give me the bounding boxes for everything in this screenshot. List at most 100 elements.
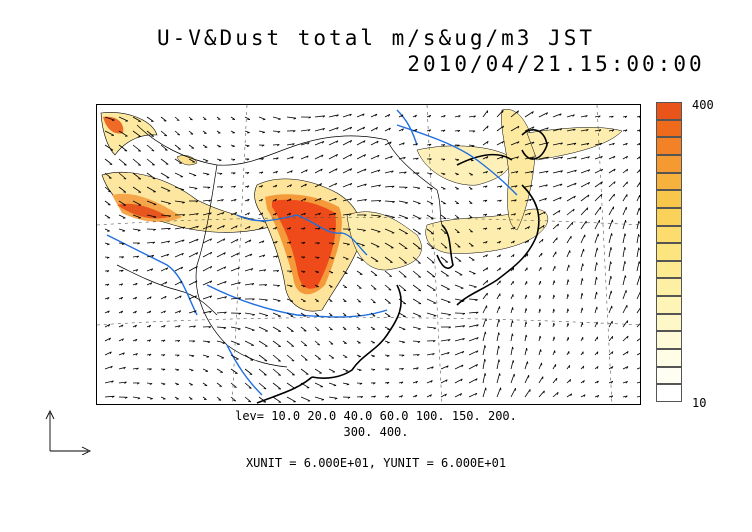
wind-vector-head xyxy=(582,365,585,369)
wind-vector xyxy=(524,389,531,398)
wind-vector xyxy=(468,298,478,301)
wind-vector-head xyxy=(378,184,381,187)
wind-vector xyxy=(202,251,212,258)
wind-vector xyxy=(174,144,181,150)
wind-vector xyxy=(426,256,435,264)
wind-vector xyxy=(272,326,281,332)
coastlines xyxy=(256,129,548,404)
wind-vector xyxy=(608,261,611,272)
wind-vector xyxy=(566,250,571,258)
wind-vector xyxy=(244,382,252,389)
wind-vector-head xyxy=(475,311,479,314)
wind-vector xyxy=(300,129,311,132)
wind-vector-head xyxy=(539,308,541,312)
wind-vector xyxy=(454,378,463,384)
wind-vector-head xyxy=(264,284,268,287)
wind-vector-head xyxy=(209,310,212,314)
wind-vector xyxy=(552,113,562,118)
wind-vector xyxy=(342,368,349,372)
wind-vector xyxy=(314,354,321,360)
wind-vector xyxy=(300,298,306,302)
wind-vector xyxy=(468,350,479,356)
wind-vector xyxy=(636,181,640,188)
wind-vector-head xyxy=(389,141,392,145)
wind-vector-head xyxy=(469,216,473,219)
wind-vector xyxy=(342,183,353,188)
river-south xyxy=(226,344,263,396)
wind-vector-head xyxy=(600,168,604,172)
wind-vector-head xyxy=(571,222,574,225)
wind-vector-head xyxy=(513,227,516,230)
wind-vector xyxy=(202,172,210,175)
wind-vector-head xyxy=(486,141,489,144)
wind-vector xyxy=(426,312,437,317)
wind-vector-head xyxy=(567,322,569,326)
wind-vector-head xyxy=(405,202,408,204)
wind-vector-head xyxy=(433,327,437,330)
wind-vector-head xyxy=(121,338,124,341)
wind-vector xyxy=(636,367,640,370)
wind-vector-head xyxy=(136,367,139,370)
wind-vector xyxy=(272,144,280,146)
wind-vector xyxy=(202,295,212,300)
border-line xyxy=(136,124,388,166)
wind-vector-head xyxy=(164,149,168,151)
wind-vector xyxy=(496,306,500,314)
wind-vector-head xyxy=(292,130,296,133)
wind-vector-head xyxy=(209,212,212,215)
wind-vector-head xyxy=(123,366,126,370)
wind-vector-head xyxy=(164,295,167,299)
wind-vector-head xyxy=(162,354,166,357)
wind-vector xyxy=(496,359,500,370)
wind-vector-head xyxy=(456,159,460,161)
wind-vector-head xyxy=(275,241,278,244)
wind-vector-head xyxy=(122,352,125,355)
wind-vector-head xyxy=(581,307,584,311)
wind-vector xyxy=(216,354,225,359)
wind-vector xyxy=(356,256,364,261)
wind-vectors xyxy=(104,110,640,403)
wind-vector-head xyxy=(513,213,516,216)
wind-vector-head xyxy=(567,279,570,283)
wind-vector xyxy=(622,261,626,272)
wind-vector-head xyxy=(559,196,562,200)
wind-vector xyxy=(636,338,640,342)
wind-vector xyxy=(482,110,489,118)
wind-vector-head xyxy=(261,226,264,230)
wind-vector-head xyxy=(148,325,152,328)
wind-vector-head xyxy=(599,143,603,146)
wind-vector-head xyxy=(502,125,504,129)
wind-vector-head xyxy=(350,153,353,157)
wind-vector xyxy=(608,276,612,286)
wind-vector-head xyxy=(331,257,334,260)
wind-vector-head xyxy=(149,310,152,314)
wind-vector xyxy=(622,247,626,258)
wind-vector-head xyxy=(334,397,338,400)
wind-vector-head xyxy=(332,228,336,231)
wind-vector xyxy=(524,212,531,216)
wind-vector xyxy=(524,198,532,202)
wind-vector xyxy=(146,241,155,244)
wind-vector xyxy=(314,154,324,160)
wind-vector-head xyxy=(557,223,559,227)
wind-vector xyxy=(566,169,577,174)
wind-vector-head xyxy=(485,241,488,244)
wind-vector xyxy=(104,395,115,398)
wind-vector-head xyxy=(416,172,420,175)
wind-vector xyxy=(370,228,381,233)
wind-vector-head xyxy=(626,366,629,369)
wind-vector-head xyxy=(261,144,265,147)
wind-vector xyxy=(300,198,307,202)
wind-vector xyxy=(160,144,168,151)
wind-vector-head xyxy=(388,289,392,291)
wind-vector xyxy=(412,186,421,189)
wind-vector-head xyxy=(512,346,514,350)
wind-vector-head xyxy=(136,382,140,385)
wind-vector-head xyxy=(221,199,224,202)
wind-vector xyxy=(118,172,127,180)
wind-vector xyxy=(440,256,449,263)
wind-vector xyxy=(160,310,166,314)
wind-vector-head xyxy=(372,369,376,371)
wind-vector-head xyxy=(275,184,278,188)
wind-vector xyxy=(230,354,239,360)
